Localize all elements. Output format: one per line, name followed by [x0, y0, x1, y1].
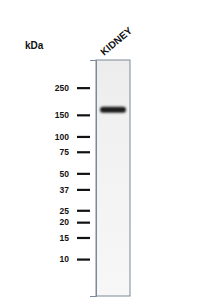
y-tick-mark: [77, 210, 90, 212]
y-tick-mark: [77, 173, 90, 175]
y-tick-label: 250: [55, 83, 69, 93]
y-tick-label: 20: [60, 217, 70, 227]
y-tick-label: 10: [60, 254, 70, 264]
y-tick: 150: [55, 110, 90, 120]
lane-frame: [96, 60, 130, 296]
y-tick-mark: [77, 237, 90, 239]
y-tick: 37: [60, 185, 90, 195]
y-tick: 250: [55, 83, 90, 93]
y-tick-mark: [77, 87, 90, 89]
lane-label: KIDNEY: [98, 25, 134, 58]
y-tick-mark: [77, 114, 90, 116]
y-axis-title: kDa: [25, 40, 44, 51]
y-tick-label: 100: [55, 132, 69, 142]
y-tick-label: 15: [60, 233, 70, 243]
y-tick-label: 25: [60, 205, 70, 215]
y-tick: 10: [60, 254, 90, 264]
band: [100, 107, 126, 113]
bands: [100, 107, 126, 113]
y-tick: 100: [55, 132, 90, 142]
y-tick: 20: [60, 217, 90, 227]
y-tick: 75: [60, 147, 90, 157]
y-tick-label: 37: [60, 185, 70, 195]
y-tick-mark: [77, 151, 90, 153]
y-tick-label: 75: [60, 147, 70, 157]
y-tick-mark: [77, 258, 90, 260]
y-tick: 15: [60, 233, 90, 243]
chart: 250 150 100 75 50 37 25 20 15 10 kDa KIDNEY: [0, 0, 208, 308]
y-tick-mark: [77, 189, 90, 191]
y-tick-mark: [77, 136, 90, 138]
y-tick: 50: [60, 169, 90, 179]
y-axis: 250 150 100 75 50 37 25 20 15 10: [55, 61, 97, 297]
y-axis-line: [90, 61, 97, 297]
y-tick-label: 50: [60, 169, 70, 179]
y-tick: 25: [60, 205, 90, 215]
y-tick-mark: [77, 222, 90, 224]
y-tick-label: 150: [55, 110, 69, 120]
